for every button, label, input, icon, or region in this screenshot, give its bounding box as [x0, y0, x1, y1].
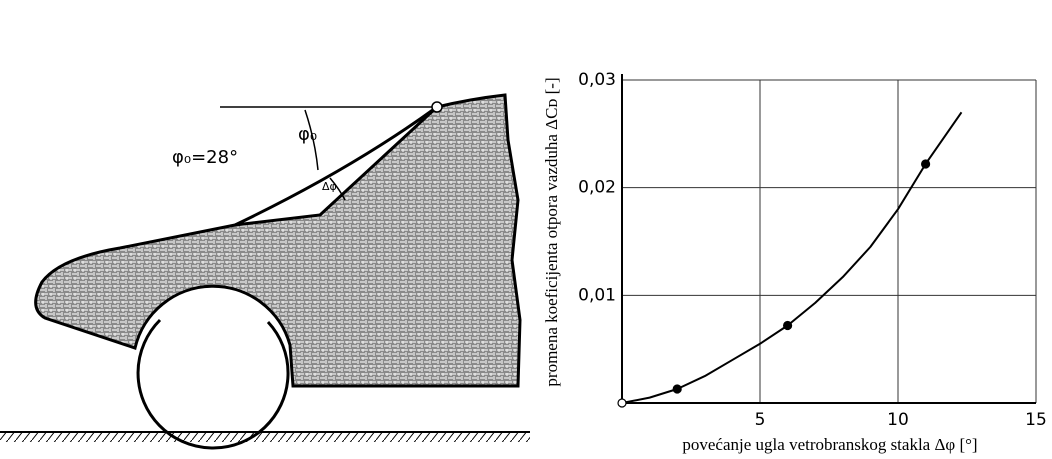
- y-axis-label: promena koeficijenta otpora vazduha ΔCᴅ …: [542, 77, 561, 386]
- data-point: [920, 159, 931, 169]
- angle-label: φ₀=28°: [172, 147, 238, 168]
- x-tick-label: 10: [887, 410, 909, 430]
- data-point: [617, 398, 627, 408]
- angle-arc: [304, 109, 319, 171]
- x-tick-label: 5: [755, 410, 766, 430]
- curve: [621, 111, 963, 404]
- chart: 5 10 15 0,01 0,02 0,03: [578, 70, 1047, 430]
- pivot: [431, 101, 443, 113]
- data-point: [782, 320, 793, 331]
- delta-arc: [329, 177, 346, 201]
- car-body: [34, 93, 522, 388]
- data-point: [672, 384, 682, 394]
- ground: [0, 432, 530, 442]
- delta-label: Δφ: [322, 180, 337, 193]
- windshield-line: [234, 105, 438, 227]
- wheel: [136, 318, 290, 450]
- x-axis-label: povećanje ugla vetrobranskog stakla Δφ […: [682, 435, 977, 454]
- y-tick-label: 0,02: [578, 178, 616, 198]
- phi-label: φ₀: [298, 124, 317, 145]
- y-tick-label: 0,01: [578, 285, 616, 305]
- x-tick-label: 15: [1025, 410, 1047, 430]
- car-diagram: φ₀=28° φ₀ Δφ: [0, 93, 530, 450]
- y-tick-label: 0,03: [578, 70, 616, 90]
